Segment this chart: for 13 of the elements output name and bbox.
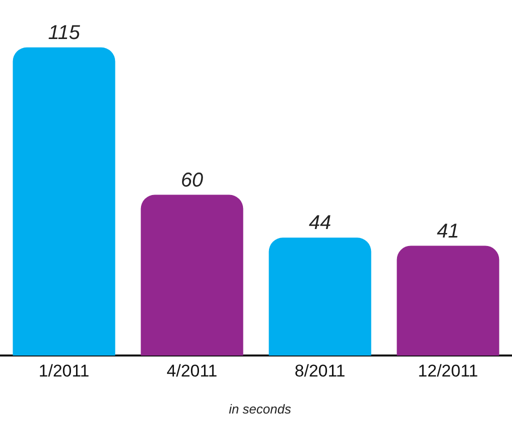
x-tick-label: 4/2011 [166, 361, 218, 380]
x-tick-label: 1/2011 [38, 361, 90, 380]
data-label: 60 [180, 169, 204, 192]
data-label: 44 [308, 212, 332, 234]
x-tick-label: 8/2011 [294, 361, 346, 380]
bar [140, 194, 244, 356]
x-tick-label: 12/2011 [418, 361, 478, 380]
bar [268, 238, 372, 356]
bar [396, 246, 500, 356]
data-label: 115 [48, 22, 81, 44]
bar [12, 47, 116, 356]
data-label: 41 [436, 220, 460, 242]
text: in seconds [228, 402, 292, 417]
